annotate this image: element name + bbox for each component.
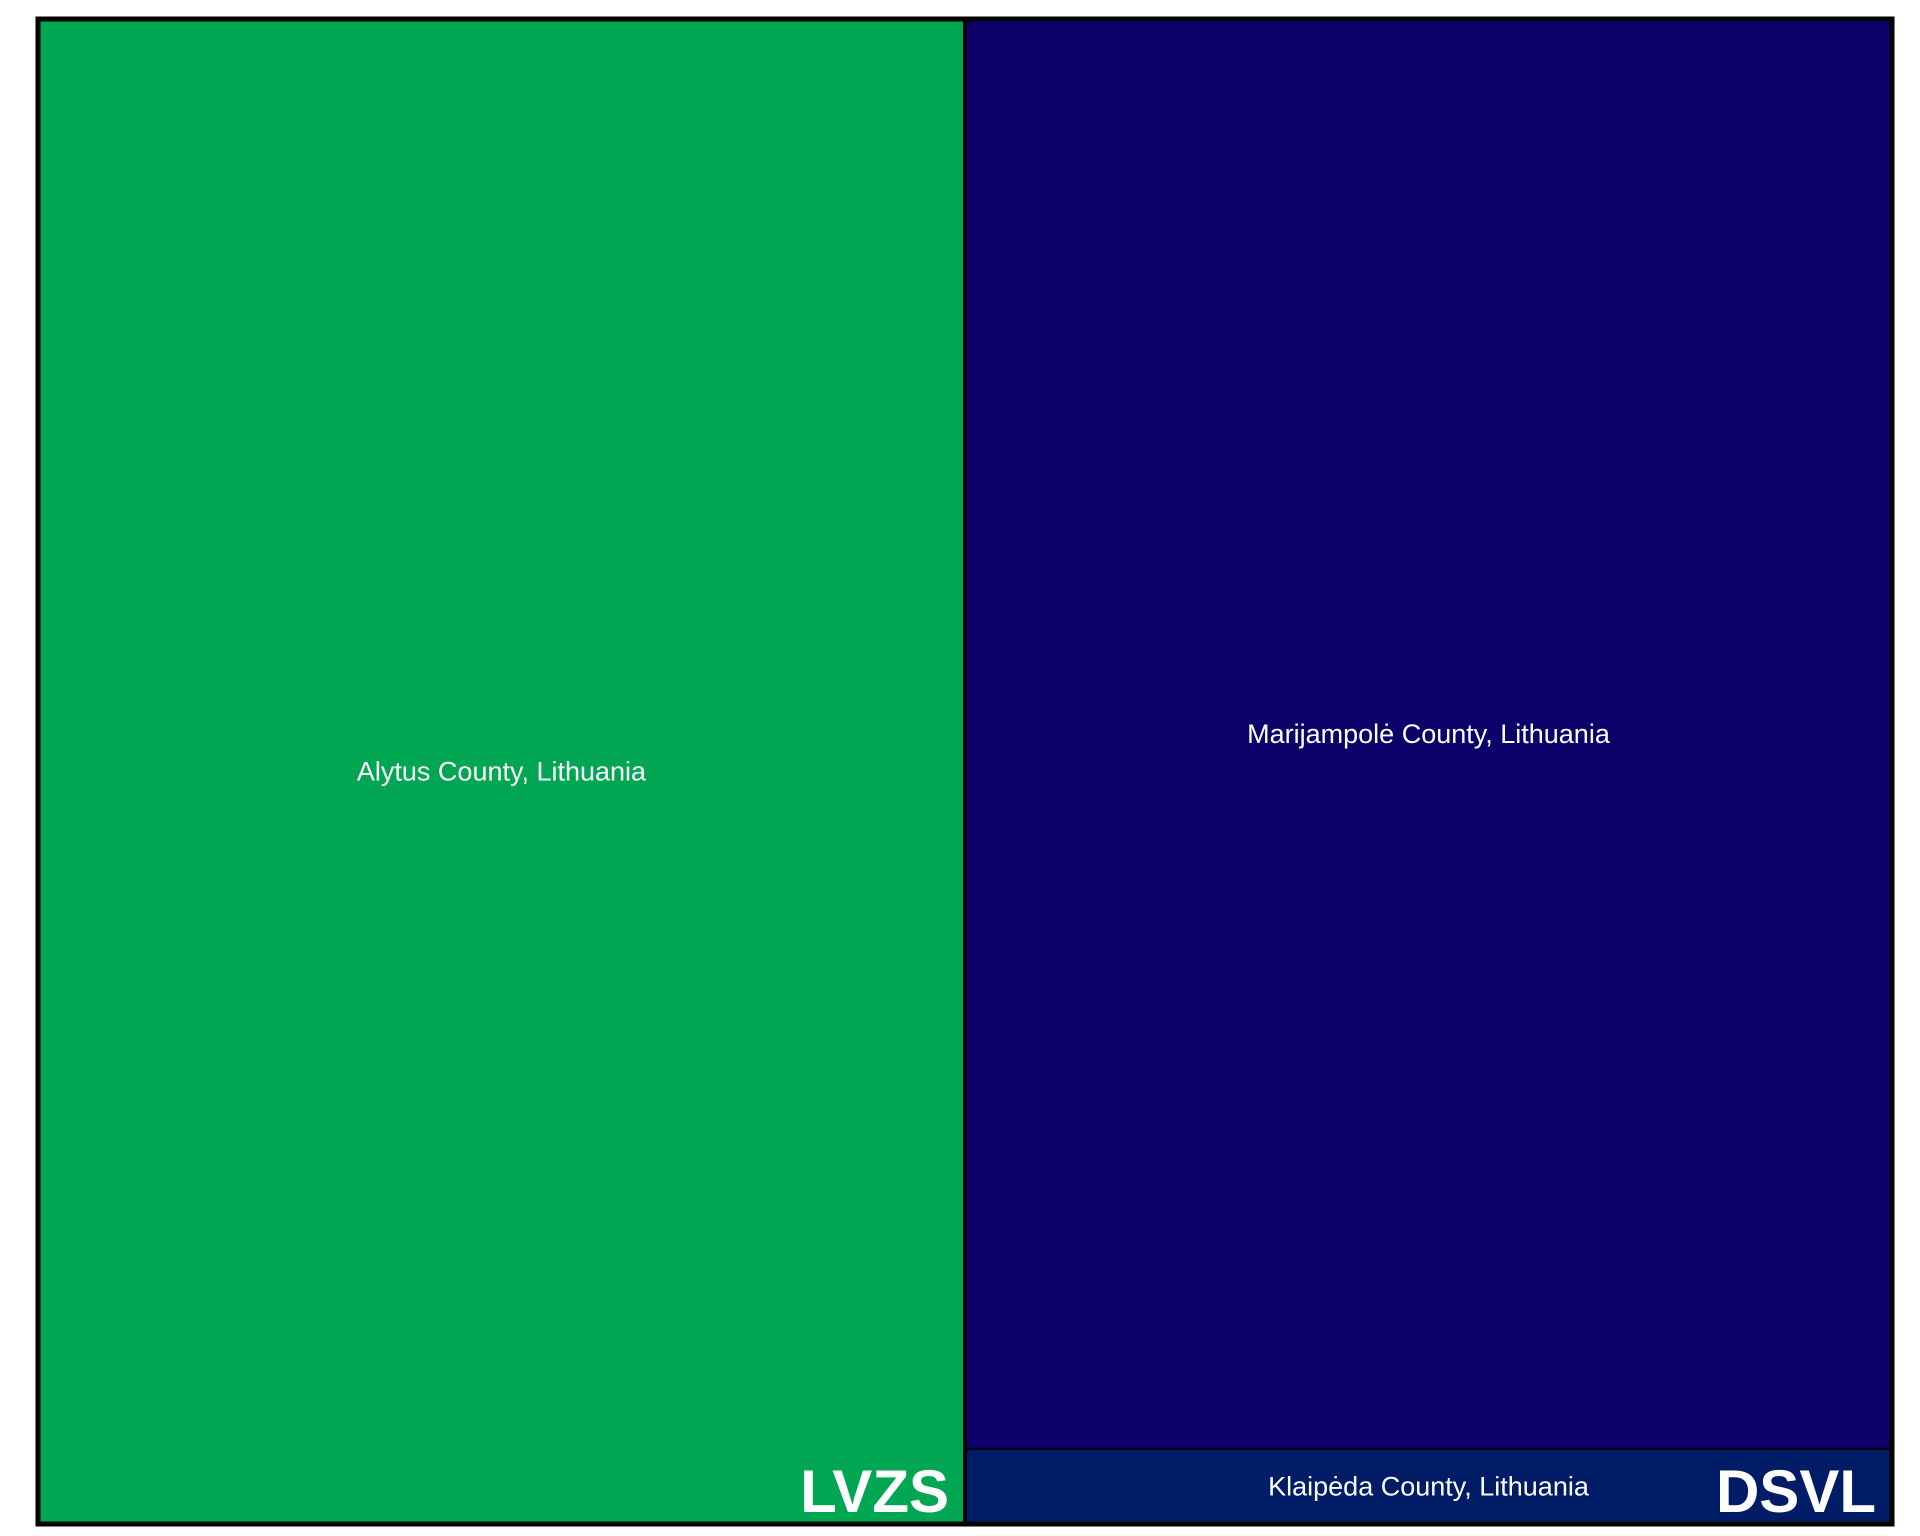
- chart-frame: [35, 16, 1895, 1527]
- group-label-dsvl: DSVL: [1716, 1458, 1876, 1525]
- tile-label-alytus-county-lithuania: Alytus County, Lithuania: [357, 757, 647, 787]
- tile-label-klaipeda-county-lithuania: Klaipėda County, Lithuania: [1268, 1471, 1590, 1501]
- tile-marijampole-county-lithuania[interactable]: [964, 18, 1893, 1450]
- group-label-lvzs: LVZS: [800, 1458, 949, 1525]
- tile-alytus-county-lithuania[interactable]: [37, 18, 966, 1525]
- tile-label-marijampole-county-lithuania: Marijampolė County, Lithuania: [1247, 719, 1611, 749]
